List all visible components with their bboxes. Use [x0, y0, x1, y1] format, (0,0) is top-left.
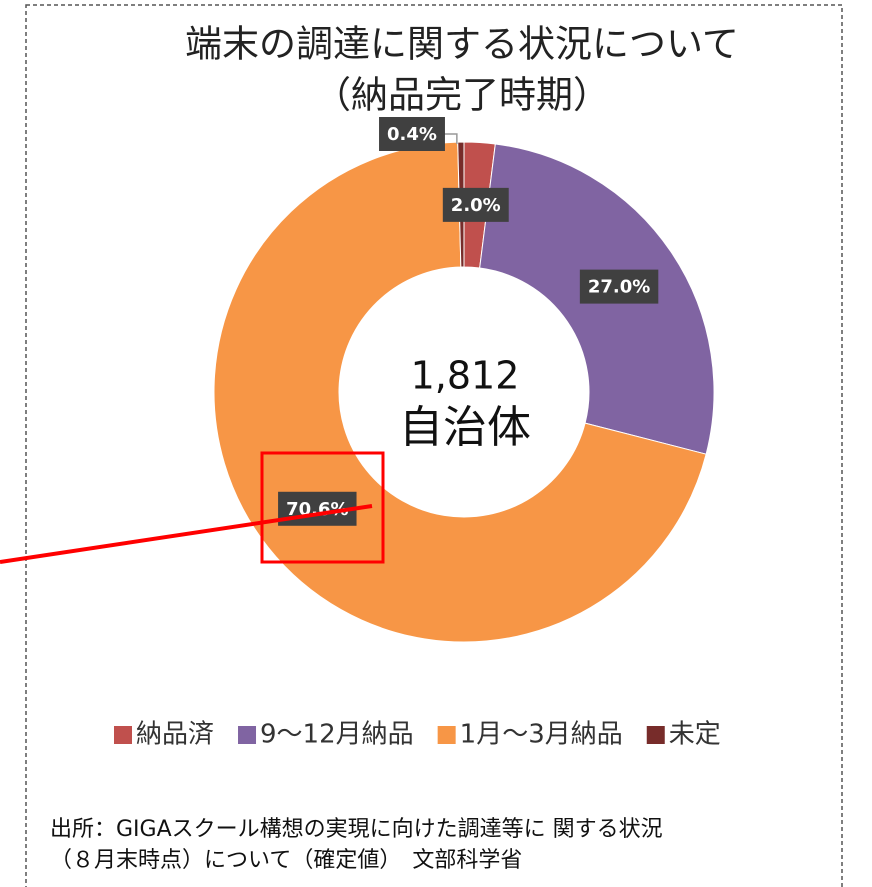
legend-swatch — [437, 726, 456, 744]
center-label: 1,812 — [411, 354, 520, 398]
legend: 納品済 9～12月納品 1月～3月納品 未定 — [114, 720, 721, 750]
data-label-box — [579, 269, 659, 304]
highlight-pointer — [0, 504, 373, 564]
data-label: 2.0% — [451, 195, 501, 216]
leader-line — [444, 133, 458, 145]
data-label: 0.4% — [387, 124, 437, 145]
legend-swatch — [114, 726, 132, 744]
data-label: 27.0% — [588, 277, 650, 298]
data-label: 70.6% — [286, 499, 348, 520]
data-label-box — [379, 117, 445, 151]
data-label-box — [442, 187, 509, 222]
legend-swatch — [646, 726, 665, 744]
highlight-box — [260, 451, 385, 564]
legend-label: 納品済 — [136, 720, 214, 750]
center-label: 自治体 — [399, 402, 531, 453]
source: （８月末時点）について（確定値） 文部科学省 — [50, 848, 522, 873]
legend-label: 1月～3月納品 — [460, 720, 623, 750]
legend-swatch — [238, 726, 257, 744]
chart-subtitle: （納品完了時期） — [314, 74, 610, 117]
frame — [25, 4, 843, 887]
source: 出所：GIGAスクール構想の実現に向けた調達等に 関する状況 — [50, 817, 663, 842]
data-labels: 2.0% 27.0% 70.6% 0.4% — [278, 117, 659, 526]
legend-label: 9～12月納品 — [260, 720, 414, 750]
chart-title: 端末の調達に関する状況について — [185, 23, 739, 66]
legend-label: 未定 — [669, 720, 721, 750]
